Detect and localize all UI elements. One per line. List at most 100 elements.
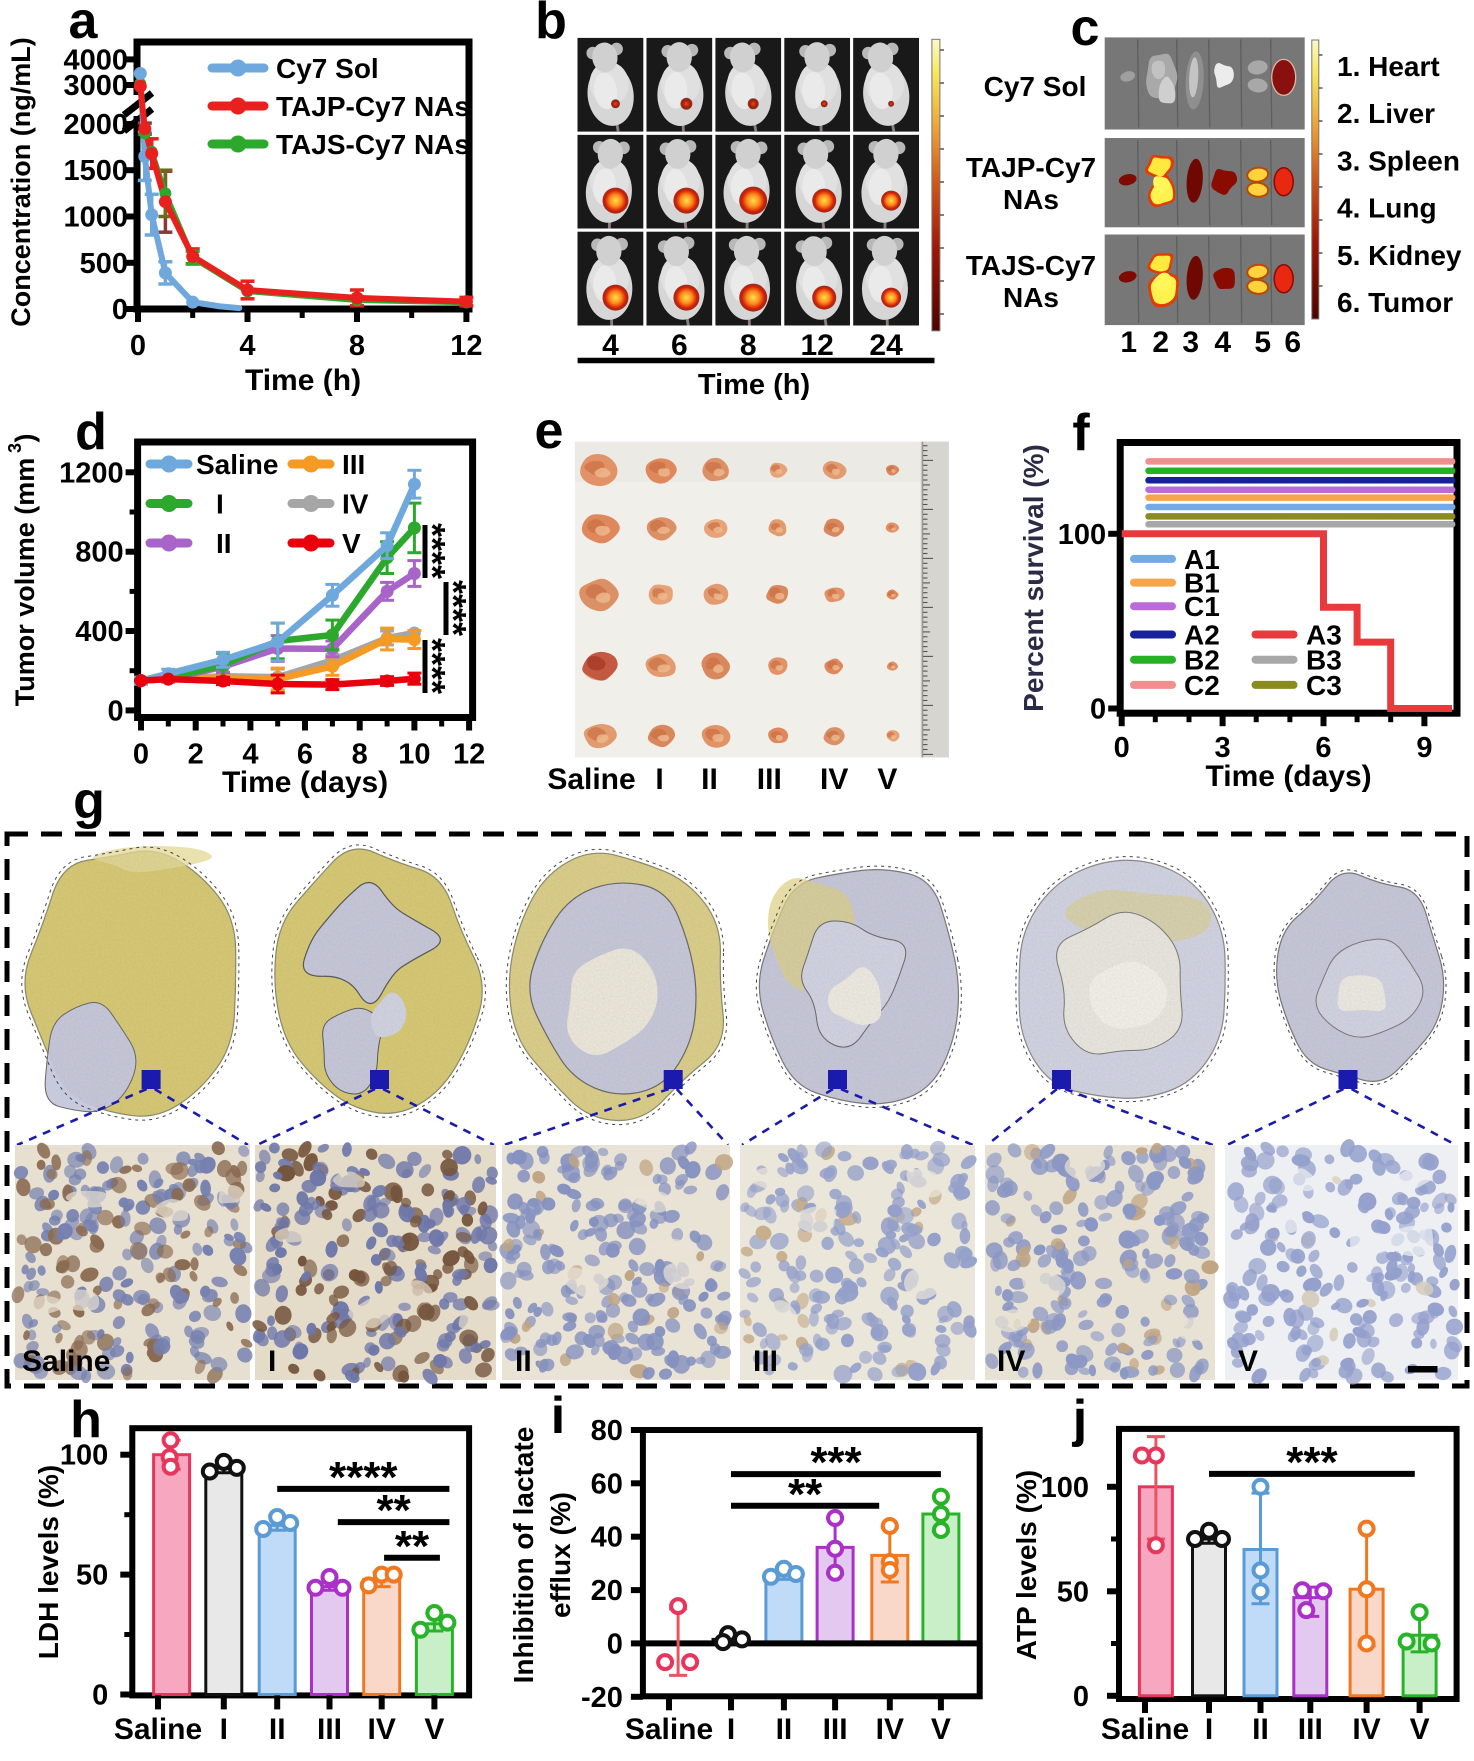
svg-text:IV: IV [368,1713,396,1746]
svg-text:f: f [1072,404,1090,462]
svg-text:3. Spleen: 3. Spleen [1337,145,1460,176]
svg-text:Saline: Saline [196,449,278,480]
svg-text:Saline: Saline [114,1713,202,1746]
svg-text:TAJP-Cy7 NAs: TAJP-Cy7 NAs [276,91,470,122]
svg-text:IV: IV [997,1345,1025,1378]
svg-text:****: **** [412,523,453,579]
svg-text:0: 0 [607,1628,623,1660]
svg-text:I: I [727,1713,735,1746]
svg-text:800: 800 [75,537,123,569]
svg-text:4: 4 [602,329,619,362]
svg-text:C3: C3 [1306,670,1342,701]
svg-text:II: II [701,763,718,796]
svg-text:g: g [73,772,105,830]
svg-text:h: h [70,1391,102,1449]
svg-text:IV: IV [820,763,848,796]
svg-text:8: 8 [352,739,368,771]
svg-text:Inhibition of lactate: Inhibition of lactate [508,1427,539,1684]
svg-text:): ) [10,434,40,443]
svg-text:6: 6 [671,329,688,362]
svg-text:2. Liver: 2. Liver [1337,98,1435,129]
svg-text:III: III [317,1713,342,1746]
svg-text:100: 100 [60,1440,108,1472]
svg-text:****: **** [329,1453,398,1502]
svg-text:V: V [424,1713,444,1746]
svg-text:5: 5 [1254,326,1271,359]
svg-text:I: I [216,489,224,520]
svg-text:I: I [1205,1713,1213,1746]
svg-text:4: 4 [239,330,255,362]
svg-text:0: 0 [112,294,128,326]
svg-text:1200: 1200 [59,457,124,489]
svg-text:Percent survival (%): Percent survival (%) [1018,444,1049,712]
svg-text:C1: C1 [1184,591,1220,622]
svg-text:III: III [1298,1713,1323,1746]
svg-text:TAJS-Cy7 NAs: TAJS-Cy7 NAs [276,129,470,160]
svg-text:6: 6 [1315,732,1331,764]
svg-text:***: *** [1286,1438,1338,1487]
svg-text:10: 10 [398,739,430,771]
svg-text:6: 6 [297,739,313,771]
svg-text:4: 4 [1214,326,1231,359]
svg-text:9: 9 [1416,732,1432,764]
svg-text:III: III [823,1713,848,1746]
svg-text:12: 12 [450,330,482,362]
svg-text:Time (h): Time (h) [698,369,810,401]
svg-text:0: 0 [107,695,123,727]
svg-text:400: 400 [75,616,123,648]
svg-text:50: 50 [1057,1576,1089,1608]
svg-text:50: 50 [76,1560,108,1592]
svg-text:1000: 1000 [63,202,128,234]
svg-text:c: c [1071,0,1100,57]
svg-text:I: I [268,1345,276,1378]
svg-text:a: a [69,0,99,50]
svg-text:-20: -20 [581,1682,623,1714]
svg-text:0: 0 [130,330,146,362]
svg-text:NAs: NAs [1003,282,1059,313]
svg-text:2: 2 [188,739,204,771]
svg-text:Saline: Saline [625,1713,713,1746]
svg-text:V: V [342,528,361,559]
svg-text:A2: A2 [1184,620,1220,651]
svg-text:Cy7 Sol: Cy7 Sol [984,71,1087,102]
svg-text:4000: 4000 [63,44,128,76]
svg-text:TAJP-Cy7: TAJP-Cy7 [966,152,1096,183]
svg-text:6: 6 [1284,326,1301,359]
svg-text:B1: B1 [1184,568,1220,599]
svg-text:Saline: Saline [22,1345,110,1378]
svg-text:2: 2 [1152,326,1169,359]
svg-text:A1: A1 [1184,544,1220,575]
svg-text:IV: IV [342,489,369,520]
svg-text:Saline: Saline [1101,1713,1189,1746]
svg-text:20: 20 [591,1575,623,1607]
svg-text:efflux (%): efflux (%) [545,1492,576,1618]
svg-text:II: II [269,1713,286,1746]
svg-text:C2: C2 [1184,670,1220,701]
svg-text:0: 0 [92,1680,108,1712]
svg-text:24: 24 [869,329,903,362]
svg-text:LDH levels (%): LDH levels (%) [33,1465,64,1660]
svg-text:i: i [551,1387,565,1445]
svg-text:2000: 2000 [63,109,128,141]
svg-text:0: 0 [1114,732,1130,764]
svg-text:12: 12 [453,739,485,771]
svg-text:100: 100 [1058,519,1106,551]
svg-text:Time (days): Time (days) [1206,760,1372,793]
svg-text:Time (days): Time (days) [222,766,388,799]
svg-text:Time (h): Time (h) [245,364,361,397]
svg-text:8: 8 [740,329,757,362]
svg-text:40: 40 [591,1522,623,1554]
svg-text:Cy7 Sol: Cy7 Sol [276,53,379,84]
svg-text:12: 12 [801,329,834,362]
svg-text:III: III [757,763,782,796]
svg-text:B3: B3 [1306,645,1342,676]
svg-text:TAJS-Cy7: TAJS-Cy7 [966,250,1096,281]
svg-text:I: I [655,763,663,796]
svg-text:Concentration (ng/mL): Concentration (ng/mL) [6,37,36,326]
svg-text:d: d [75,403,107,461]
svg-text:4. Lung: 4. Lung [1337,193,1437,224]
svg-text:1: 1 [1120,326,1137,359]
svg-text:3: 3 [1182,326,1199,359]
svg-text:III: III [342,449,365,480]
svg-text:3: 3 [1215,732,1231,764]
